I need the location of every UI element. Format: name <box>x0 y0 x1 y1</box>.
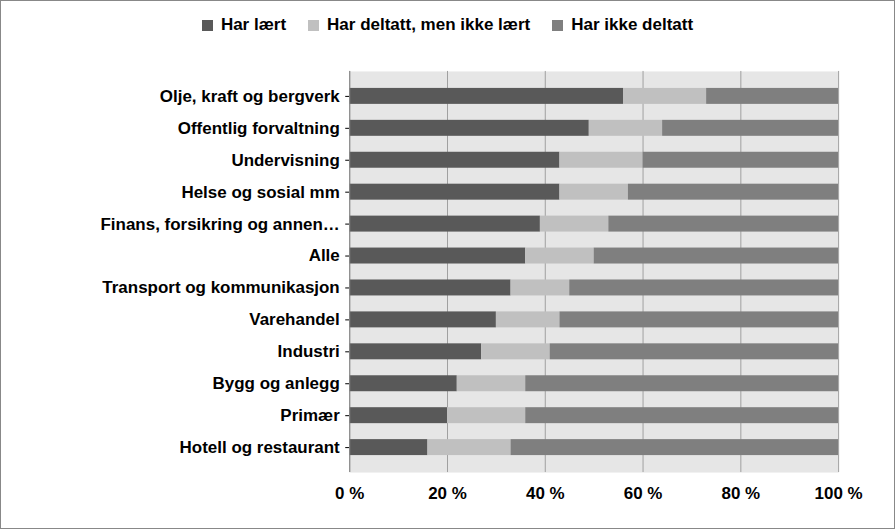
svg-text:Helse og sosial mm: Helse og sosial mm <box>181 183 339 202</box>
svg-text:Olje, kraft og bergverk: Olje, kraft og bergverk <box>160 87 341 106</box>
svg-text:60 %: 60 % <box>624 484 663 503</box>
svg-text:Undervisning: Undervisning <box>231 151 339 170</box>
svg-text:Industri: Industri <box>278 342 340 361</box>
html-text:Har lært: Har lært <box>220 15 287 34</box>
svg-text:0 %: 0 % <box>335 484 364 503</box>
svg-text:100 %: 100 % <box>815 484 863 503</box>
svg-text:Transport og kommunikasjon: Transport og kommunikasjon <box>102 278 339 297</box>
svg-text:20 %: 20 % <box>428 484 467 503</box>
svg-text:40 %: 40 % <box>526 484 565 503</box>
svg-text:Offentlig forvaltning: Offentlig forvaltning <box>178 119 340 138</box>
svg-text:Hotell og restaurant: Hotell og restaurant <box>180 438 340 457</box>
html-text:Har ikke deltatt: Har ikke deltatt <box>571 15 694 34</box>
html-text:Har deltatt, men ikke lært: Har deltatt, men ikke lært <box>327 15 531 34</box>
svg-text:Primær: Primær <box>280 406 340 425</box>
svg-text:Finans, forsikring og annen…: Finans, forsikring og annen… <box>100 215 339 234</box>
svg-text:80 %: 80 % <box>722 484 761 503</box>
svg-text:Alle: Alle <box>309 246 340 265</box>
svg-text:Varehandel: Varehandel <box>249 310 339 329</box>
svg-text:Bygg og anlegg: Bygg og anlegg <box>213 374 340 393</box>
